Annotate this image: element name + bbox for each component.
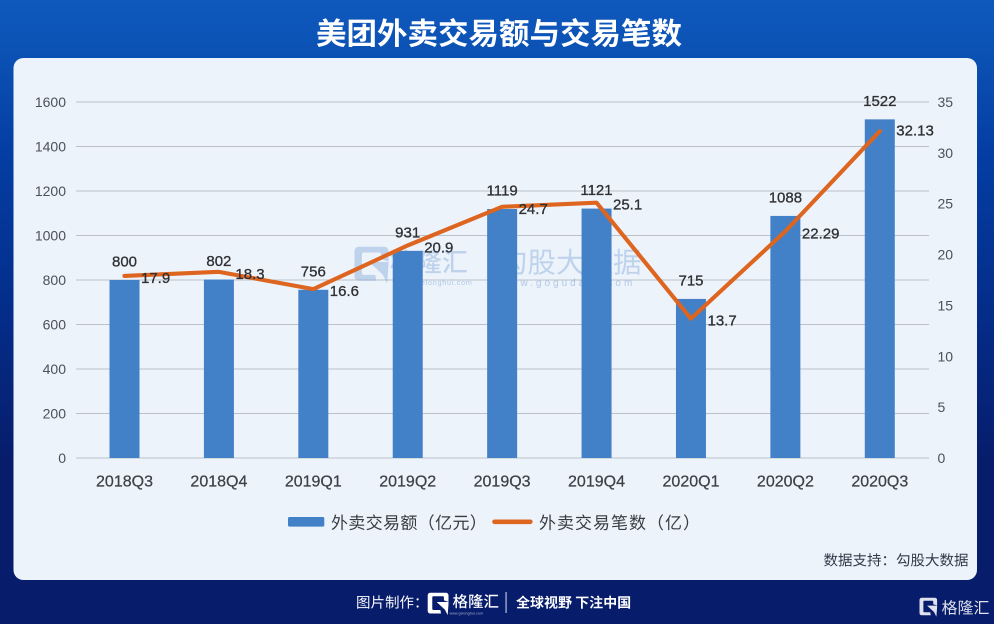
svg-text:www.gogudata.com: www.gogudata.com [499, 278, 635, 289]
svg-text:20.9: 20.9 [424, 239, 453, 256]
svg-text:13.7: 13.7 [708, 313, 737, 330]
svg-text:931: 931 [395, 224, 420, 241]
svg-text:802: 802 [206, 253, 231, 270]
svg-text:24.7: 24.7 [519, 201, 548, 218]
svg-text:10: 10 [938, 348, 954, 364]
svg-text:1000: 1000 [35, 228, 66, 244]
svg-text:715: 715 [678, 272, 703, 289]
svg-text:25.1: 25.1 [613, 197, 642, 214]
svg-text:0: 0 [938, 450, 946, 466]
svg-text:17.9: 17.9 [141, 270, 170, 287]
svg-text:16.6: 16.6 [330, 283, 359, 300]
svg-text:1200: 1200 [35, 183, 66, 199]
svg-text:2020Q3: 2020Q3 [851, 474, 908, 491]
svg-text:1600: 1600 [35, 94, 66, 110]
svg-text:1522: 1522 [863, 93, 896, 110]
svg-text:1088: 1088 [769, 189, 802, 206]
svg-text:20: 20 [938, 247, 954, 263]
svg-text:800: 800 [112, 254, 137, 271]
svg-text:2020Q1: 2020Q1 [663, 474, 720, 491]
svg-text:30: 30 [938, 145, 954, 161]
svg-text:200: 200 [43, 406, 67, 422]
svg-text:2018Q4: 2018Q4 [190, 474, 247, 491]
svg-text:25: 25 [938, 196, 954, 212]
svg-text:5: 5 [938, 399, 946, 415]
svg-text:1121: 1121 [580, 182, 612, 199]
svg-text:35: 35 [938, 94, 954, 110]
svg-text:2018Q3: 2018Q3 [96, 474, 153, 491]
svg-text:18.3: 18.3 [235, 266, 264, 283]
svg-text:15: 15 [938, 297, 954, 313]
svg-text:0: 0 [58, 450, 66, 466]
svg-text:1400: 1400 [35, 139, 66, 155]
svg-text:756: 756 [301, 263, 326, 280]
svg-text:22.29: 22.29 [802, 225, 840, 242]
svg-text:1119: 1119 [487, 183, 518, 200]
svg-text:800: 800 [43, 272, 67, 288]
svg-text:32.13: 32.13 [896, 123, 934, 140]
svg-text:600: 600 [43, 317, 67, 333]
svg-text:2019Q2: 2019Q2 [379, 474, 436, 491]
svg-text:www.gelonghui.com: www.gelonghui.com [395, 278, 473, 287]
svg-text:400: 400 [43, 361, 67, 377]
svg-text:2019Q1: 2019Q1 [285, 474, 342, 491]
svg-text:2019Q3: 2019Q3 [474, 474, 531, 491]
svg-text:www.gelonghui.com: www.gelonghui.com [450, 611, 484, 615]
svg-text:2020Q2: 2020Q2 [757, 474, 814, 491]
svg-text:2019Q4: 2019Q4 [568, 474, 625, 491]
